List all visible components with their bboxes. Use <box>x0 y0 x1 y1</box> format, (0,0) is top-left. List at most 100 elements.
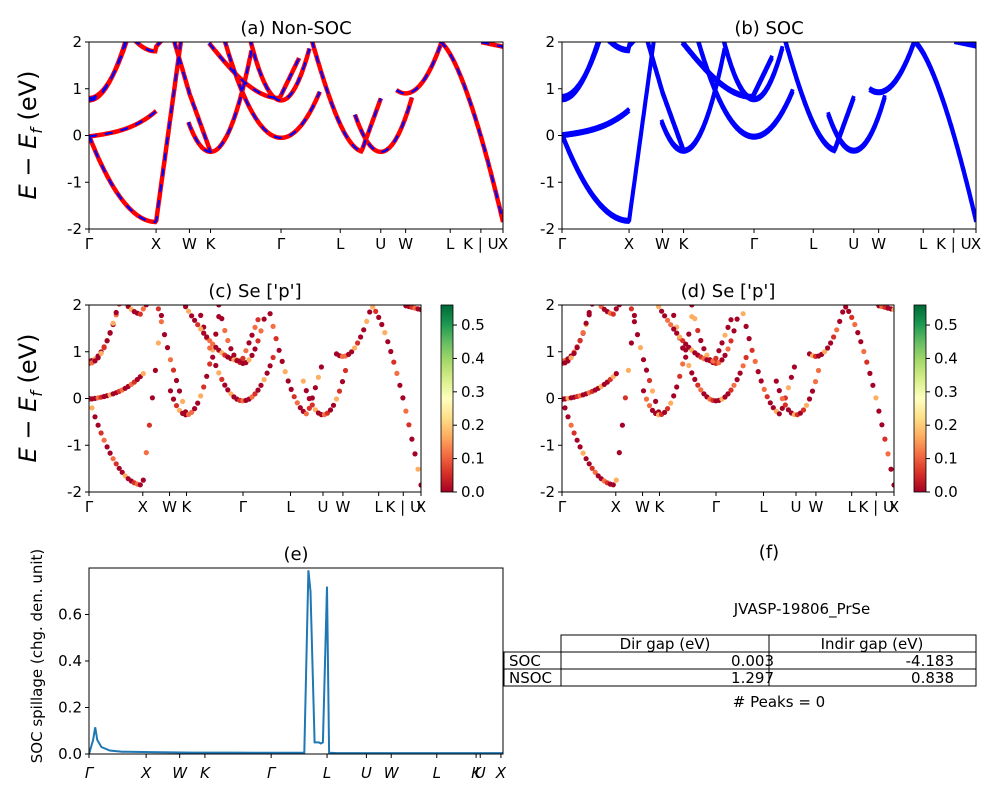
x-tick-label: L <box>759 498 768 516</box>
data-point <box>228 346 234 352</box>
data-point <box>95 355 101 361</box>
band-line <box>659 47 727 152</box>
data-point <box>373 308 379 314</box>
data-point <box>625 367 632 373</box>
x-tick-label: K <box>471 764 482 782</box>
x-tick-label: Γ <box>558 498 567 516</box>
data-point <box>339 379 346 385</box>
data-point <box>752 358 758 364</box>
band-line <box>562 42 656 224</box>
data-point <box>743 354 749 361</box>
data-point <box>255 338 261 344</box>
band-line <box>133 42 164 54</box>
data-point <box>164 345 171 351</box>
data-point <box>586 309 592 316</box>
data-point <box>758 378 764 384</box>
data-point <box>303 388 309 394</box>
data-point <box>192 317 198 323</box>
x-tick-label: U <box>848 235 859 253</box>
x-tick-label: Γ <box>85 235 94 253</box>
data-point <box>189 272 194 277</box>
data-point <box>665 406 671 412</box>
data-point <box>626 293 631 298</box>
data-point <box>695 382 701 388</box>
panel-title: (a) Non-SOC <box>240 18 351 39</box>
data-point <box>879 422 885 428</box>
data-point <box>303 411 309 417</box>
data-point <box>728 387 734 393</box>
data-point <box>837 318 843 324</box>
data-point <box>825 345 831 351</box>
y-tick-label: -2 <box>67 483 82 501</box>
data-point <box>785 385 792 391</box>
data-point <box>170 396 177 402</box>
x-tick-label: W <box>162 498 177 516</box>
y-tick-label: -1 <box>67 436 82 454</box>
data-point <box>791 364 798 370</box>
data-point <box>698 337 704 344</box>
data-point <box>574 437 580 443</box>
data-point <box>264 370 270 376</box>
data-point <box>680 361 686 367</box>
axes-frame <box>561 41 977 230</box>
data-point <box>213 362 219 369</box>
data-point <box>870 382 876 388</box>
data-point <box>840 309 846 315</box>
y-tick-label: 0.6 <box>58 606 82 624</box>
data-point <box>828 340 834 346</box>
data-point <box>589 305 595 307</box>
y-tick-label: -2 <box>540 220 555 238</box>
band-line <box>89 42 128 103</box>
data-point <box>246 357 252 363</box>
y-tick-label: 1 <box>545 343 555 361</box>
data-point <box>165 258 170 263</box>
data-point <box>725 324 731 330</box>
data-point <box>565 414 571 420</box>
data-point <box>668 156 673 161</box>
data-point <box>668 322 674 328</box>
data-point <box>668 400 674 406</box>
x-tick-label: Γ <box>267 764 277 782</box>
data-point <box>388 348 394 355</box>
y-tick-label: 0 <box>72 390 82 408</box>
data-point <box>680 338 686 344</box>
data-point <box>616 450 622 456</box>
x-tick-label: L <box>336 235 345 253</box>
x-tick-label: X <box>416 498 426 516</box>
data-point <box>662 272 667 277</box>
band-line <box>439 42 503 223</box>
x-tick-label: X <box>611 498 621 516</box>
x-tick-label: Γ <box>712 498 721 516</box>
x-tick-label: U <box>361 764 372 782</box>
data-point <box>364 318 370 324</box>
y-tick-label: 2 <box>72 33 82 51</box>
data-point <box>577 338 583 344</box>
data-point <box>677 230 682 235</box>
data-point <box>689 370 695 376</box>
data-point <box>571 350 577 356</box>
data-point <box>686 362 692 369</box>
colorbar-tick-label: 0.2 <box>934 416 958 434</box>
data-point <box>628 306 635 312</box>
data-point <box>761 386 767 392</box>
panel-f-table: (f) JVASP-19806_PrSe Dir gap (eV) Indir gap… <box>503 542 977 711</box>
data-point <box>719 357 725 363</box>
data-point <box>716 348 722 354</box>
table-caption: JVASP-19806_PrSe <box>733 600 871 619</box>
x-tick-label: W <box>335 498 350 516</box>
colorbar-tick-label: 0.4 <box>461 349 485 367</box>
data-point <box>258 328 264 334</box>
x-tick-label: X <box>138 498 148 516</box>
table-cell: 0.838 <box>911 669 954 687</box>
x-tick-label: Γ <box>85 498 94 516</box>
data-point <box>156 286 161 291</box>
data-point <box>216 305 222 308</box>
data-point <box>846 308 852 314</box>
data-point <box>653 224 658 229</box>
data-point <box>252 346 258 352</box>
data-point <box>101 345 107 351</box>
data-point <box>662 409 668 415</box>
data-point <box>616 305 622 308</box>
data-point <box>180 398 186 404</box>
data-point <box>689 305 695 308</box>
